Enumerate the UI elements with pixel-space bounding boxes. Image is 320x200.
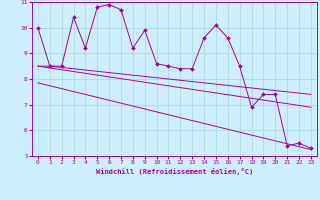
X-axis label: Windchill (Refroidissement éolien,°C): Windchill (Refroidissement éolien,°C) [96,168,253,175]
